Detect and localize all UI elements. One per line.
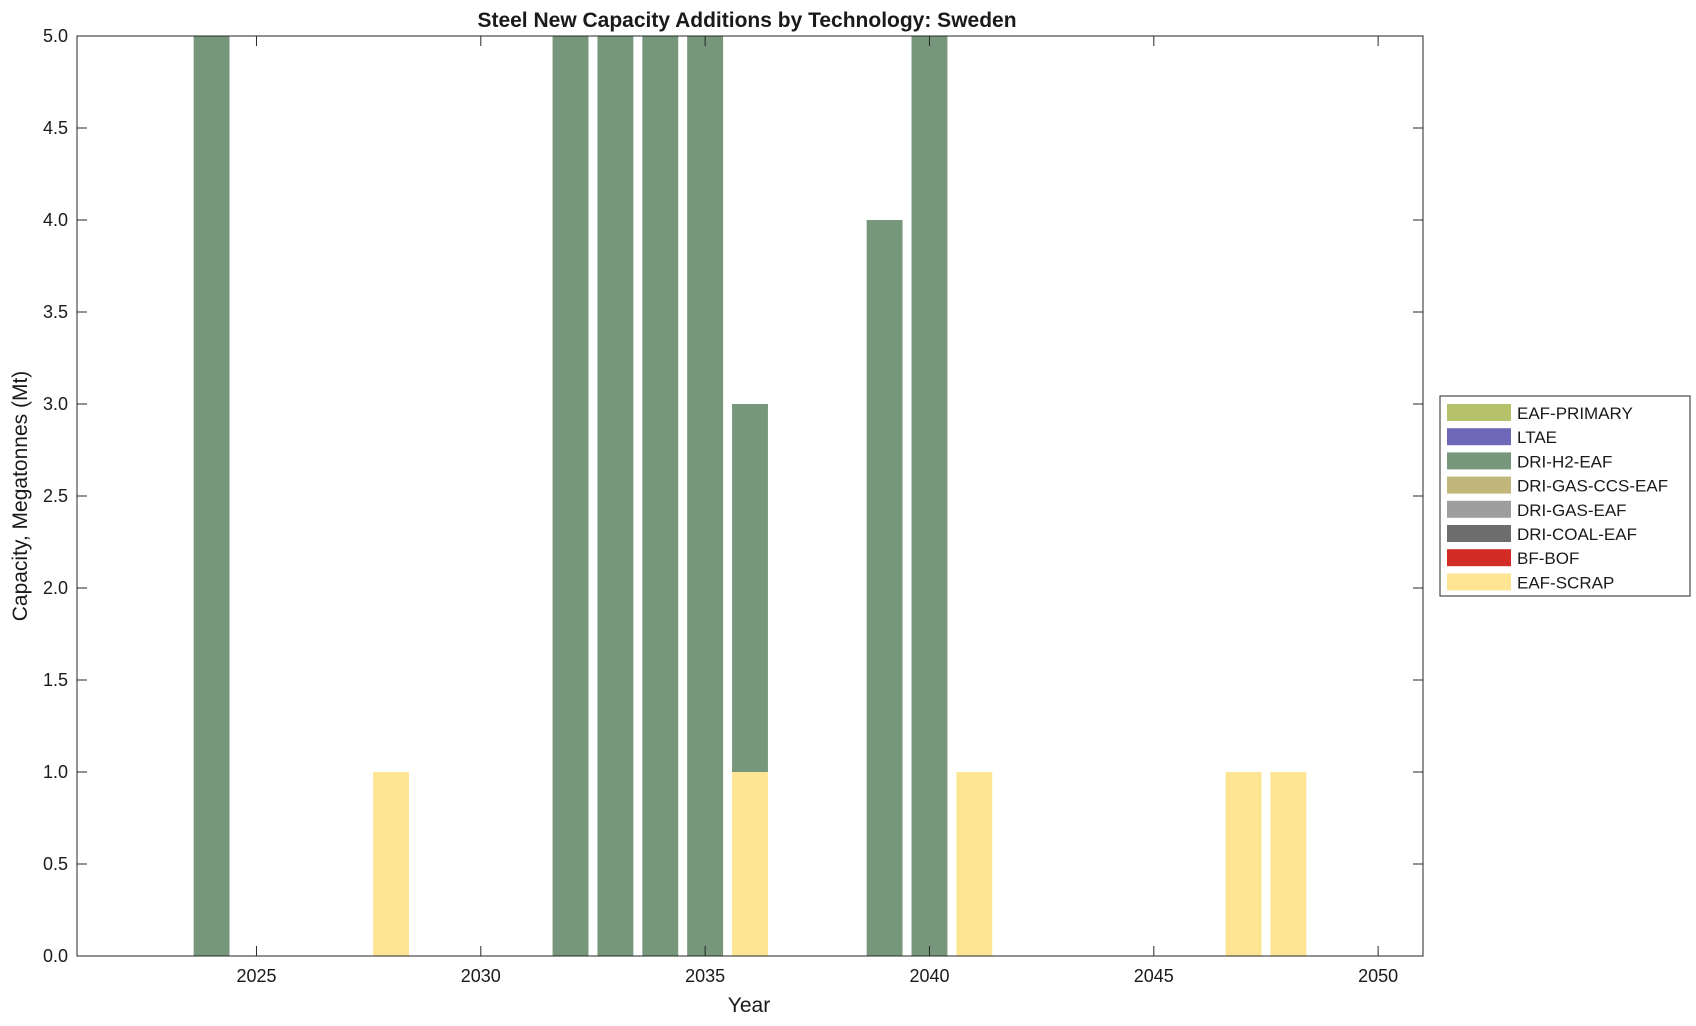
y-tick-label: 3.5 — [43, 302, 68, 322]
x-tick-label: 2040 — [909, 966, 949, 986]
legend-swatch-ltae — [1447, 428, 1511, 446]
x-tick-label: 2025 — [236, 966, 276, 986]
y-axis-label: Capacity, Megatonnes (Mt) — [9, 371, 32, 622]
y-tick-label: 1.0 — [43, 762, 68, 782]
legend-label: DRI-GAS-CCS-EAF — [1517, 477, 1668, 496]
bar-dri-h2-eaf-2040 — [911, 36, 948, 956]
bar-dri-h2-eaf-2039 — [866, 220, 903, 956]
legend-label: EAF-PRIMARY — [1517, 404, 1633, 423]
y-tick-label: 0.0 — [43, 946, 68, 966]
bar-dri-h2-eaf-2034 — [642, 36, 679, 956]
legend-swatch-dri-gas-ccs-eaf — [1447, 476, 1511, 494]
bar-dri-h2-eaf-2035 — [687, 36, 724, 956]
legend-label: BF-BOF — [1517, 549, 1579, 568]
legend-label: EAF-SCRAP — [1517, 573, 1614, 592]
y-tick-label: 2.5 — [43, 486, 68, 506]
x-tick-label: 2030 — [461, 966, 501, 986]
y-tick-label: 5.0 — [43, 26, 68, 46]
x-tick-label: 2045 — [1134, 966, 1174, 986]
bars-layer — [193, 36, 1307, 956]
x-tick-label: 2035 — [685, 966, 725, 986]
x-axis-label: Year — [728, 994, 770, 1017]
bar-eaf-scrap-2048 — [1270, 772, 1307, 956]
legend-swatch-dri-coal-eaf — [1447, 525, 1511, 542]
y-tick-label: 2.0 — [43, 578, 68, 598]
ticks-layer: 2025 2030 2035 2040 2045 2050 0.0 0.5 1.0 1.5 2.0 2… — [43, 26, 1423, 986]
y-tick-label: 4.0 — [43, 210, 68, 230]
legend-label: DRI-GAS-EAF — [1517, 501, 1627, 520]
x-tick-label: 2050 — [1358, 966, 1398, 986]
chart-title: Steel New Capacity Additions by Technolo… — [477, 9, 1016, 32]
legend-swatch-dri-gas-eaf — [1447, 500, 1511, 518]
legend-label: LTAE — [1517, 428, 1557, 447]
bar-eaf-scrap-2036 — [732, 772, 768, 956]
legend-swatch-eaf-primary — [1447, 404, 1511, 421]
legend-swatch-dri-h2-eaf — [1447, 452, 1511, 470]
y-tick-label: 0.5 — [43, 854, 68, 874]
bar-eaf-scrap-2041 — [956, 772, 993, 956]
legend: EAF-PRIMARY LTAE DRI-H2-EAF DRI-GAS-CCS-EAF… — [1439, 395, 1691, 597]
legend-label: DRI-COAL-EAF — [1517, 525, 1637, 544]
legend-swatch-bf-bof — [1447, 549, 1511, 567]
bar-dri-h2-eaf-2032 — [552, 36, 589, 956]
bar-dri-h2-eaf-2036 — [732, 404, 768, 772]
bar-eaf-scrap-2028 — [373, 772, 410, 956]
y-tick-label: 1.5 — [43, 670, 68, 690]
legend-label: DRI-H2-EAF — [1517, 452, 1612, 471]
bar-dri-h2-eaf-2033 — [597, 36, 634, 956]
y-tick-label: 3.0 — [43, 394, 68, 414]
bar-dri-h2-eaf-2024 — [193, 36, 230, 956]
legend-swatch-eaf-scrap — [1447, 573, 1511, 591]
bar-eaf-scrap-2047 — [1225, 772, 1262, 956]
y-tick-label: 4.5 — [43, 118, 68, 138]
